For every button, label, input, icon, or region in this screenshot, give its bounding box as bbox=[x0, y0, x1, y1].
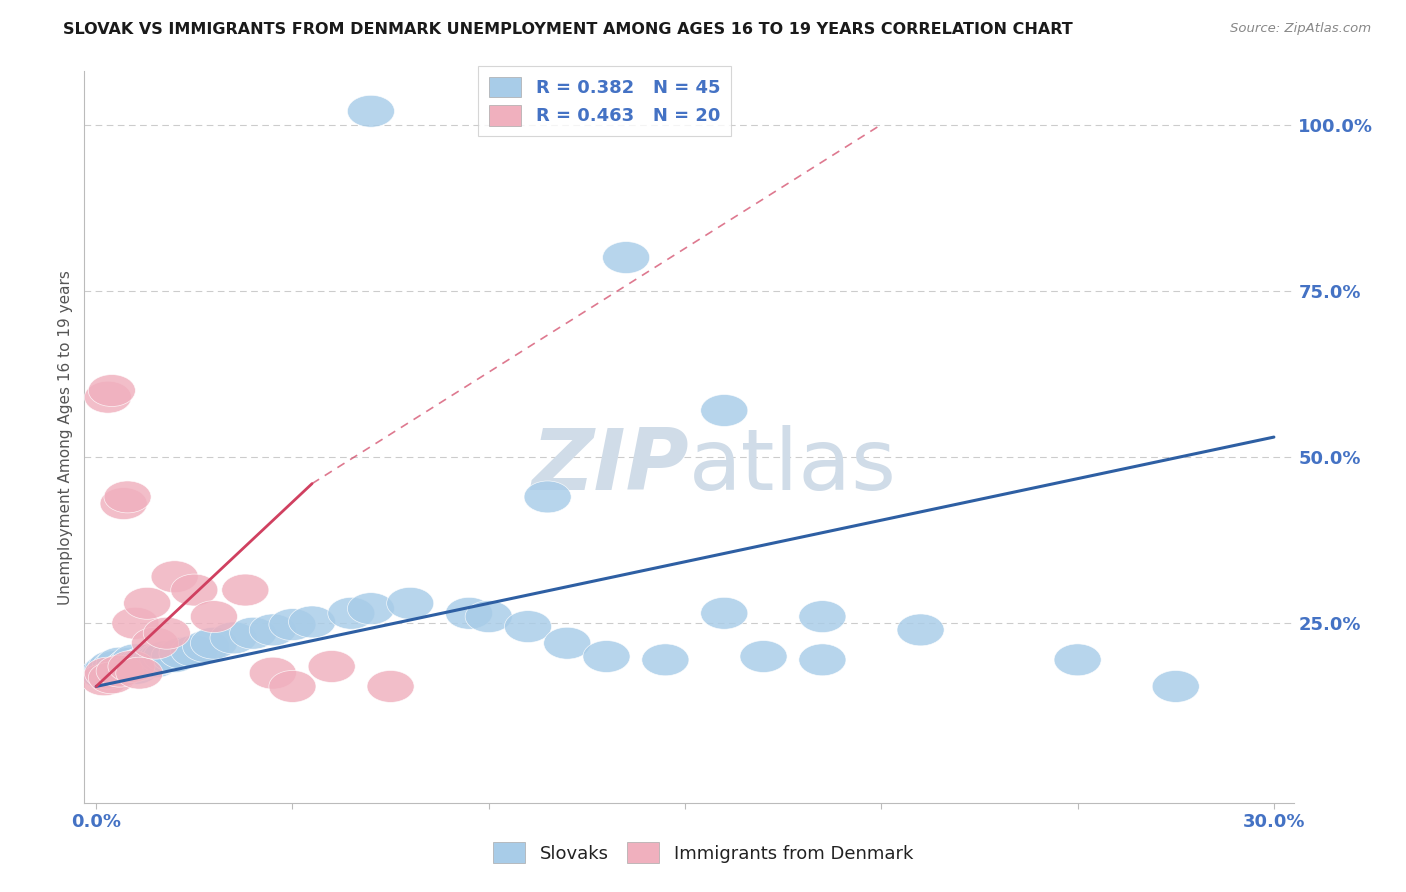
Ellipse shape bbox=[132, 646, 179, 678]
Ellipse shape bbox=[249, 614, 297, 646]
Ellipse shape bbox=[544, 627, 591, 659]
Ellipse shape bbox=[269, 671, 316, 702]
Ellipse shape bbox=[80, 664, 128, 696]
Ellipse shape bbox=[80, 657, 128, 690]
Text: SLOVAK VS IMMIGRANTS FROM DENMARK UNEMPLOYMENT AMONG AGES 16 TO 19 YEARS CORRELA: SLOVAK VS IMMIGRANTS FROM DENMARK UNEMPL… bbox=[63, 22, 1073, 37]
Ellipse shape bbox=[89, 650, 135, 682]
Ellipse shape bbox=[115, 657, 163, 690]
Ellipse shape bbox=[112, 644, 159, 676]
Ellipse shape bbox=[446, 598, 492, 629]
Ellipse shape bbox=[112, 607, 159, 640]
Ellipse shape bbox=[84, 657, 132, 690]
Ellipse shape bbox=[104, 481, 150, 513]
Ellipse shape bbox=[269, 608, 316, 640]
Ellipse shape bbox=[229, 617, 277, 649]
Text: Source: ZipAtlas.com: Source: ZipAtlas.com bbox=[1230, 22, 1371, 36]
Ellipse shape bbox=[104, 650, 150, 682]
Ellipse shape bbox=[183, 631, 229, 663]
Ellipse shape bbox=[170, 635, 218, 667]
Ellipse shape bbox=[84, 381, 132, 413]
Ellipse shape bbox=[524, 481, 571, 513]
Ellipse shape bbox=[740, 640, 787, 673]
Ellipse shape bbox=[150, 561, 198, 592]
Ellipse shape bbox=[347, 592, 395, 624]
Ellipse shape bbox=[84, 654, 132, 686]
Ellipse shape bbox=[89, 375, 135, 407]
Ellipse shape bbox=[139, 642, 187, 673]
Ellipse shape bbox=[96, 648, 143, 679]
Ellipse shape bbox=[170, 574, 218, 606]
Ellipse shape bbox=[897, 614, 943, 646]
Ellipse shape bbox=[112, 653, 159, 684]
Ellipse shape bbox=[124, 587, 170, 619]
Y-axis label: Unemployment Among Ages 16 to 19 years: Unemployment Among Ages 16 to 19 years bbox=[58, 269, 73, 605]
Ellipse shape bbox=[583, 640, 630, 673]
Ellipse shape bbox=[347, 95, 395, 128]
Ellipse shape bbox=[100, 654, 148, 686]
Ellipse shape bbox=[1054, 644, 1101, 676]
Ellipse shape bbox=[505, 611, 551, 642]
Ellipse shape bbox=[603, 242, 650, 274]
Ellipse shape bbox=[96, 656, 143, 687]
Ellipse shape bbox=[641, 644, 689, 676]
Ellipse shape bbox=[89, 662, 135, 694]
Ellipse shape bbox=[93, 657, 139, 690]
Legend: R = 0.382   N = 45, R = 0.463   N = 20: R = 0.382 N = 45, R = 0.463 N = 20 bbox=[478, 66, 731, 136]
Ellipse shape bbox=[799, 644, 846, 676]
Ellipse shape bbox=[135, 643, 183, 675]
Ellipse shape bbox=[190, 627, 238, 659]
Ellipse shape bbox=[132, 627, 179, 659]
Ellipse shape bbox=[93, 650, 139, 682]
Text: atlas: atlas bbox=[689, 425, 897, 508]
Ellipse shape bbox=[124, 645, 170, 677]
Ellipse shape bbox=[1152, 671, 1199, 702]
Text: ZIP: ZIP bbox=[531, 425, 689, 508]
Ellipse shape bbox=[150, 640, 198, 673]
Ellipse shape bbox=[209, 622, 257, 654]
Ellipse shape bbox=[249, 657, 297, 690]
Ellipse shape bbox=[96, 656, 143, 687]
Ellipse shape bbox=[700, 394, 748, 426]
Ellipse shape bbox=[222, 574, 269, 606]
Ellipse shape bbox=[799, 600, 846, 632]
Ellipse shape bbox=[308, 650, 356, 682]
Ellipse shape bbox=[387, 587, 434, 619]
Ellipse shape bbox=[115, 648, 163, 681]
Ellipse shape bbox=[288, 606, 336, 638]
Ellipse shape bbox=[367, 671, 415, 702]
Ellipse shape bbox=[108, 650, 155, 682]
Ellipse shape bbox=[128, 644, 174, 676]
Ellipse shape bbox=[120, 648, 167, 679]
Ellipse shape bbox=[465, 600, 512, 632]
Ellipse shape bbox=[143, 617, 190, 649]
Ellipse shape bbox=[328, 598, 375, 629]
Ellipse shape bbox=[190, 600, 238, 632]
Ellipse shape bbox=[108, 648, 155, 679]
Ellipse shape bbox=[100, 488, 148, 519]
Ellipse shape bbox=[700, 598, 748, 629]
Ellipse shape bbox=[143, 640, 190, 673]
Legend: Slovaks, Immigrants from Denmark: Slovaks, Immigrants from Denmark bbox=[482, 831, 924, 874]
Ellipse shape bbox=[159, 637, 207, 669]
